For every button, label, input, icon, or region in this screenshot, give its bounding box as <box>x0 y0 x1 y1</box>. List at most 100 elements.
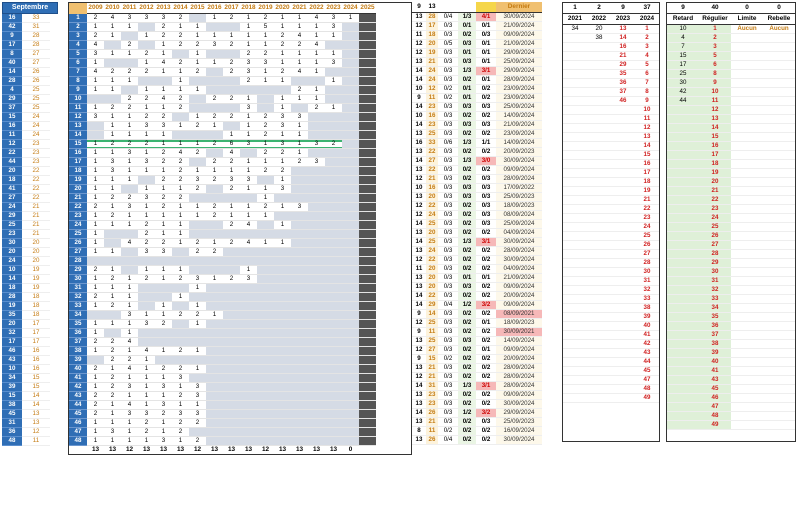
count-cell: 1 <box>155 427 172 437</box>
grid-row: 22 2 1 3 1 2 1 1 2 1 1 2 1 3 <box>69 202 376 212</box>
ratio-cell: 0/2 <box>458 147 476 157</box>
regular-cell: 1 <box>699 24 731 34</box>
limit-cell <box>731 321 763 331</box>
count-cell: 1 <box>87 157 104 167</box>
month-row: 41 22 <box>2 184 50 194</box>
count-cell <box>240 409 257 419</box>
count-cell <box>155 292 172 302</box>
grid-row: 33 1 2 1 1 1 <box>69 301 376 311</box>
ratio-cell: 0/3 <box>438 129 458 139</box>
number-cell: 14 <box>69 130 87 140</box>
panel2-row: 40 <box>667 357 795 367</box>
count-cell: 3 <box>138 121 155 131</box>
regular-cell: 13 <box>699 114 731 124</box>
month-number-cell: 10 <box>2 265 22 275</box>
count-cell: 2 <box>206 247 223 257</box>
panel1-cell: 49 <box>635 393 659 403</box>
panel1-row: 48 <box>563 384 659 394</box>
year-header: 2015 <box>189 3 206 14</box>
count-cell: 1 <box>240 112 257 122</box>
number-cell: 37 <box>69 337 87 347</box>
count-cell <box>342 85 359 95</box>
limit-cell <box>731 366 763 376</box>
ratio-cell: 0/2 <box>476 336 496 346</box>
regular-cell: 29 <box>699 258 731 268</box>
month-count-cell: 21 <box>22 202 50 212</box>
limit-cell <box>731 312 763 322</box>
count-cell <box>172 283 189 293</box>
count-cell: 3 <box>257 58 274 68</box>
last-date-cell: 20/09/2023 <box>496 147 542 157</box>
panel1-cell <box>563 69 587 79</box>
count-cell <box>342 94 359 104</box>
total-cell: 13 <box>412 336 426 346</box>
regular-cell: 12 <box>699 105 731 115</box>
count-cell <box>223 418 240 428</box>
count-cell <box>223 427 240 437</box>
panel2-top-value: 40 <box>699 3 731 14</box>
count-cell <box>359 301 376 311</box>
panel1-row: 25 <box>563 231 659 241</box>
count-cell: 1 <box>138 211 155 221</box>
panel1-row: 19 <box>563 186 659 196</box>
count-cell: 2 <box>274 148 291 158</box>
count-cell <box>138 292 155 302</box>
ratio-cell: 0/3 <box>438 363 458 373</box>
rebel-cell: Aucun <box>763 24 795 34</box>
month-row: 17 17 <box>2 337 50 347</box>
count-cell <box>342 292 359 302</box>
ratio-cell: 0/3 <box>458 39 476 49</box>
stats-row: 14 29 0/4 1/2 3/2 09/09/2024 <box>412 300 542 310</box>
ratio-cell: 0/3 <box>458 192 476 202</box>
count-cell: 1 <box>189 22 206 32</box>
rebel-cell <box>763 42 795 52</box>
rebel-cell <box>763 51 795 61</box>
count-cell <box>240 85 257 95</box>
number-cell: 20 <box>69 184 87 194</box>
ratio-cell: 0/2 <box>458 390 476 400</box>
ratio-cell: 0/2 <box>458 327 476 337</box>
count-cell: 1 <box>274 94 291 104</box>
count-cell <box>291 328 308 338</box>
count-cell <box>359 418 376 428</box>
panel1-cell <box>563 375 587 385</box>
count-cell: 4 <box>223 148 240 158</box>
number-cell: 9 <box>69 85 87 95</box>
count-cell <box>342 148 359 158</box>
count-cell: 1 <box>291 139 308 149</box>
panel1-cell <box>611 375 635 385</box>
score-cell: 24 <box>426 75 438 85</box>
grid-row: 32 2 1 1 1 <box>69 292 376 302</box>
panel1-top-value: 37 <box>635 3 659 14</box>
total-cell: 11 <box>412 264 426 274</box>
ratio-cell: 0/2 <box>458 264 476 274</box>
count-cell <box>240 400 257 410</box>
count-cell <box>359 319 376 329</box>
count-cell: 3 <box>138 247 155 257</box>
count-cell: 1 <box>172 22 189 32</box>
last-date-cell: 21/09/2024 <box>496 273 542 283</box>
last-date-cell: 30/09/2021 <box>496 327 542 337</box>
panel1-cell <box>611 258 635 268</box>
count-cell: 3 <box>308 157 325 167</box>
stats-row: 14 31 0/3 1/3 3/1 28/09/2024 <box>412 381 542 391</box>
count-cell <box>291 229 308 239</box>
score-cell: 24 <box>426 210 438 220</box>
ratio-cell: 0/2 <box>476 93 496 103</box>
panel1-cell: 14 <box>611 33 635 43</box>
count-cell: 4 <box>308 40 325 50</box>
count-cell <box>325 202 342 212</box>
count-cell: 1 <box>104 202 121 212</box>
total-cell: 13 <box>412 147 426 157</box>
stats-row: 13 24 0/3 0/2 0/2 28/09/2024 <box>412 246 542 256</box>
count-cell: 3 <box>121 202 138 212</box>
month-number-cell: 29 <box>2 211 22 221</box>
count-cell <box>206 76 223 86</box>
count-cell: 1 <box>87 319 104 329</box>
retard-cell <box>667 366 699 376</box>
panel1-cell <box>563 51 587 61</box>
count-cell: 2 <box>223 13 240 23</box>
month-number-cell: 23 <box>2 229 22 239</box>
count-cell: 1 <box>342 13 359 23</box>
count-cell <box>223 364 240 374</box>
